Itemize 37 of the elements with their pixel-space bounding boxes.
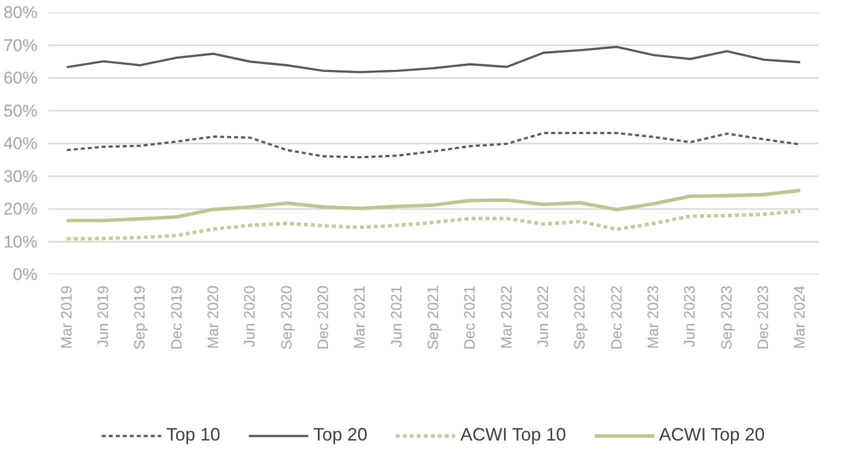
y-tick-label: 50%	[3, 101, 38, 120]
x-tick-label: Dec 2020	[315, 285, 332, 350]
y-tick-label: 30%	[3, 166, 38, 186]
x-tick-label: Jun 2020	[242, 285, 259, 348]
x-tick-label: Sep 2023	[718, 285, 736, 350]
y-tick-label: 40%	[3, 134, 38, 153]
x-tick-label: Sep 2022	[572, 285, 589, 350]
x-tick-label: Mar 2021	[352, 285, 369, 349]
y-tick-label: 60%	[3, 68, 38, 88]
y-tick-label: 0%	[12, 265, 38, 284]
x-tick-label: Mar 2024	[792, 285, 809, 349]
y-tick-label: 20%	[3, 200, 38, 218]
line-series	[66, 46, 802, 74]
legend-label: Top 10	[166, 424, 220, 446]
y-tick-label: 10%	[3, 232, 38, 252]
x-tick-label: Jun 2023	[682, 285, 699, 348]
x-tick-label: Sep 2019	[132, 285, 149, 350]
x-tick-label: Dec 2023	[755, 285, 772, 350]
legend-label: ACWI Top 10	[460, 424, 566, 446]
x-tick-label: Mar 2020	[205, 285, 222, 349]
line-series	[65, 209, 802, 241]
x-tick-label: Dec 2019	[168, 285, 186, 350]
legend-label: ACWI Top 20	[659, 424, 765, 446]
x-tick-label: Jun 2022	[535, 285, 552, 348]
x-tick-label: Dec 2021	[462, 285, 479, 350]
x-tick-label: Sep 2021	[425, 285, 442, 350]
x-tick-label: Sep 2020	[278, 285, 296, 350]
x-tick-label: Mar 2022	[498, 285, 516, 349]
x-tick-label: Mar 2023	[645, 285, 662, 349]
x-tick-label: Jun 2021	[388, 285, 406, 348]
legend-label: Top 20	[313, 424, 368, 446]
x-tick-label: Jun 2019	[95, 285, 112, 348]
y-tick-label: 70%	[3, 36, 38, 55]
x-tick-label: Dec 2022	[608, 285, 626, 350]
x-tick-label: Mar 2019	[58, 285, 76, 349]
y-tick-label: 80%	[3, 3, 38, 22]
line-series	[65, 188, 802, 222]
